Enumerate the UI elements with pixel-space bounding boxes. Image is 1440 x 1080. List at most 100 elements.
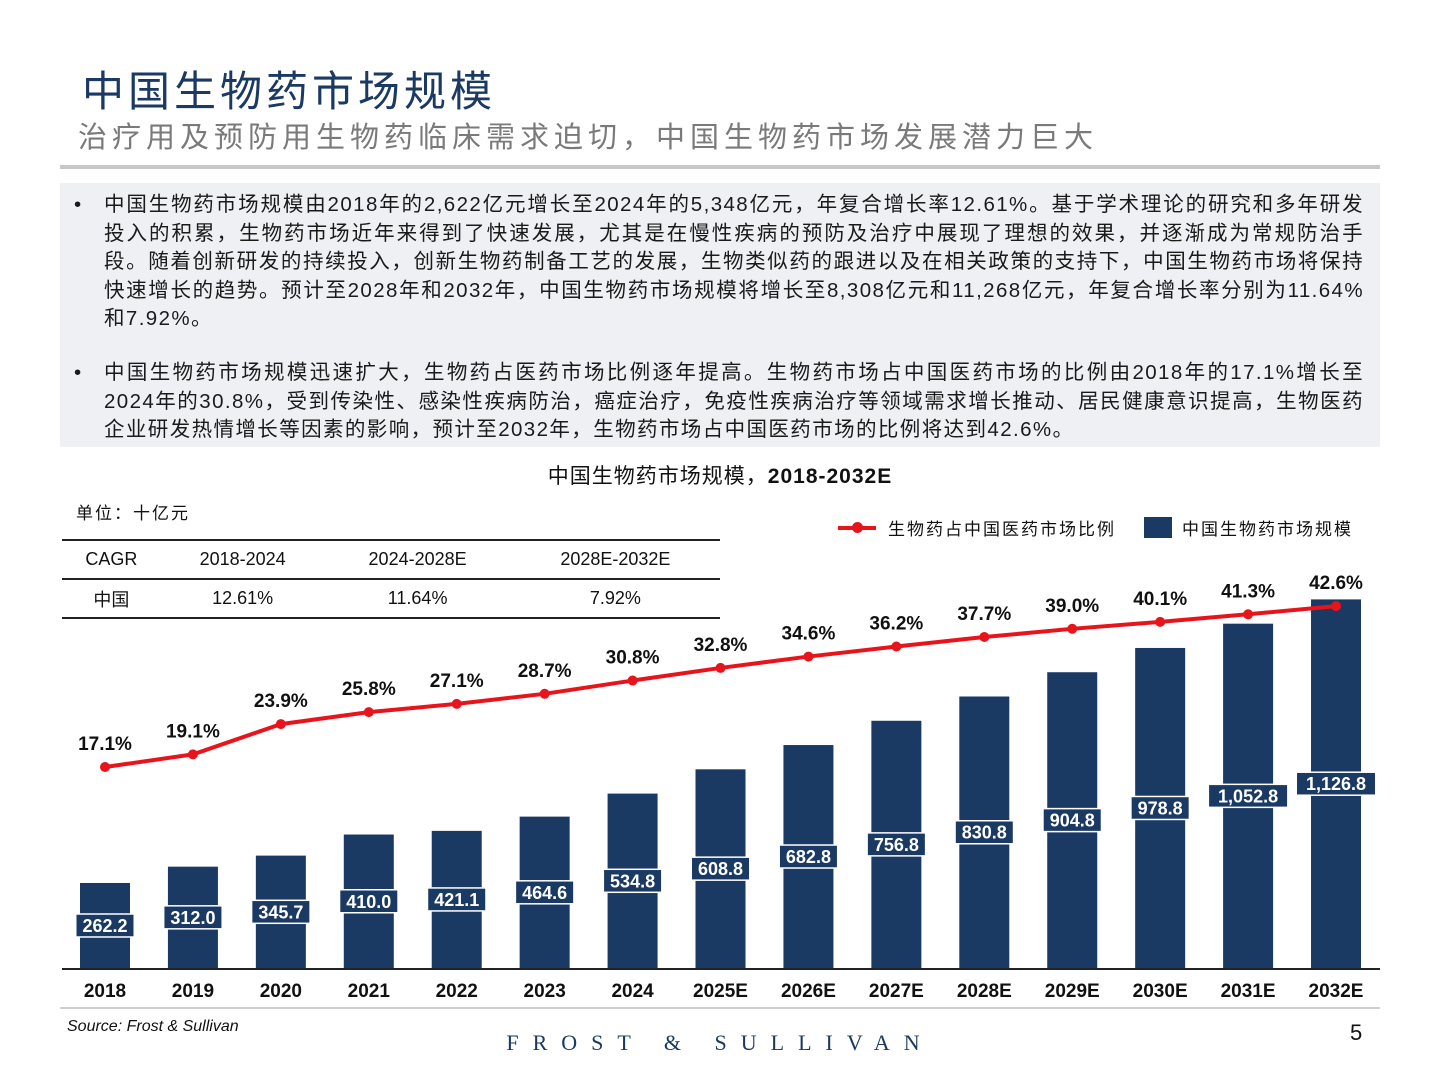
bar-value-label: 410.0 xyxy=(346,892,391,912)
bar-label-box xyxy=(514,880,575,905)
bar-label-box xyxy=(866,832,927,857)
share-value-label: 27.1% xyxy=(430,671,484,692)
share-point xyxy=(803,651,814,662)
chart-title: 中国生物药市场规模，2018-2032E xyxy=(0,460,1440,490)
share-value-label: 32.8% xyxy=(694,635,748,656)
bar-value-label: 312.0 xyxy=(170,908,215,928)
share-point xyxy=(715,662,726,673)
legend-label-share: 生物药占中国医药市场比例 xyxy=(888,520,1116,539)
page-number: 5 xyxy=(1350,1020,1363,1045)
legend-label-market: 中国生物药市场规模 xyxy=(1182,520,1353,539)
page-subtitle: 治疗用及预防用生物药临床需求迫切，中国生物药市场发展潜力巨大 xyxy=(78,120,1099,154)
bar-label-box xyxy=(690,856,751,881)
bar-label-box xyxy=(162,905,223,930)
x-tick-label: 2031E xyxy=(1221,981,1276,1002)
share-point xyxy=(627,675,638,686)
share-point xyxy=(451,698,462,709)
bar-value-label: 904.8 xyxy=(1050,811,1095,831)
share-value-label: 39.0% xyxy=(1045,596,1099,617)
share-point xyxy=(1331,601,1342,612)
bar-value-label: 534.8 xyxy=(610,871,655,891)
x-tick-label: 2018 xyxy=(84,981,126,1002)
chart-title-years: 2018-2032E xyxy=(767,465,893,488)
share-point xyxy=(1243,609,1254,620)
share-point xyxy=(1067,623,1078,634)
bar-label-box xyxy=(426,887,487,912)
share-point xyxy=(1155,616,1166,627)
share-value-label: 30.8% xyxy=(606,648,660,669)
cagr-table: CAGR 2018-2024 2024-2028E 2028E-2032E 中国… xyxy=(62,539,720,619)
share-value-label: 25.8% xyxy=(342,679,396,700)
bar-value-label: 1,052.8 xyxy=(1218,786,1278,806)
bullet-item: 中国生物药市场规模由2018年的2,622亿元增长至2024年的5,348亿元，… xyxy=(74,191,1364,334)
x-tick-label: 2026E xyxy=(781,981,836,1002)
bar-value-label: 830.8 xyxy=(962,823,1007,843)
bar-label-box xyxy=(75,913,135,938)
bar-label-box xyxy=(1130,795,1191,821)
bar-label-box xyxy=(338,889,399,914)
bar-value-label: 464.6 xyxy=(522,883,567,903)
chart-legend: 生物药占中国医药市场比例 中国生物药市场规模 xyxy=(838,515,1353,540)
bar-value-label: 608.8 xyxy=(698,859,743,879)
x-tick-label: 2021 xyxy=(348,981,391,1002)
bar-value-label: 682.8 xyxy=(786,847,831,867)
bar-label-box xyxy=(1295,771,1377,796)
share-value-label: 41.3% xyxy=(1221,581,1275,602)
unit-label: 单位：十亿元 xyxy=(76,504,190,523)
share-value-label: 36.2% xyxy=(869,613,923,634)
share-value-label: 23.9% xyxy=(254,691,308,712)
x-tick-label: 2020 xyxy=(260,981,302,1002)
source-note: Source: Frost & Sullivan xyxy=(67,1018,239,1035)
x-tick-label: 2032E xyxy=(1309,981,1364,1002)
share-point xyxy=(275,719,286,730)
share-point xyxy=(100,762,110,772)
legend-bar-marker xyxy=(1144,517,1172,538)
bar-label-box xyxy=(1207,783,1289,809)
table-header: CAGR xyxy=(62,539,161,580)
share-value-label: 17.1% xyxy=(78,734,132,755)
share-point xyxy=(891,641,902,652)
table-header: 2028E-2032E xyxy=(510,539,720,580)
bar-label-box xyxy=(954,819,1015,845)
x-tick-label: 2029E xyxy=(1045,981,1100,1002)
share-point xyxy=(187,749,198,760)
chart-title-text: 中国生物药市场规模， xyxy=(547,465,768,488)
table-cell: 7.92% xyxy=(510,579,720,619)
bar-label-box xyxy=(602,868,663,894)
table-cell: 中国 xyxy=(62,579,161,619)
share-value-label: 42.6% xyxy=(1309,573,1363,594)
table-header: 2024-2028E xyxy=(324,539,511,580)
x-tick-label: 2023 xyxy=(524,981,566,1002)
table-row: 中国 12.61% 11.64% 7.92% xyxy=(62,579,720,619)
summary-box: 中国生物药市场规模由2018年的2,622亿元增长至2024年的5,348亿元，… xyxy=(60,183,1380,447)
bullet-item: 中国生物药市场规模迅速扩大，生物药占医药市场比例逐年提高。生物药市场占中国医药市… xyxy=(74,359,1364,445)
bar-value-label: 262.2 xyxy=(82,916,127,936)
x-tick-label: 2030E xyxy=(1133,981,1188,1002)
bar-value-label: 421.1 xyxy=(434,890,479,910)
frost-sullivan-logo: FROST & SULLIVAN xyxy=(506,1030,934,1055)
x-tick-label: 2027E xyxy=(869,981,924,1002)
x-tick-label: 2022 xyxy=(436,981,478,1002)
share-value-label: 34.6% xyxy=(782,624,836,645)
table-cell: 12.61% xyxy=(160,579,325,619)
bar-value-label: 1,126.8 xyxy=(1306,774,1366,794)
table-header: 2018-2024 xyxy=(160,539,325,580)
bar-value-label: 978.8 xyxy=(1138,798,1183,818)
bar-label-box xyxy=(778,844,839,869)
footer-divider xyxy=(60,1007,1380,1009)
table-cell: 11.64% xyxy=(324,579,511,619)
share-value-label: 37.7% xyxy=(957,604,1011,625)
legend-line-marker xyxy=(838,521,876,533)
share-value-label: 40.1% xyxy=(1133,589,1187,610)
bar-label-box xyxy=(250,899,311,925)
x-tick-label: 2019 xyxy=(172,981,214,1002)
bar-value-label: 756.8 xyxy=(874,835,919,855)
share-value-label: 28.7% xyxy=(518,661,572,682)
page-title: 中国生物药市场规模 xyxy=(82,67,497,116)
bar-label-box xyxy=(1042,807,1103,833)
bar-value-label: 345.7 xyxy=(258,902,303,922)
share-point xyxy=(979,632,990,643)
x-tick-label: 2025E xyxy=(693,981,748,1002)
share-point xyxy=(539,688,550,699)
x-tick-label: 2024 xyxy=(611,981,654,1002)
